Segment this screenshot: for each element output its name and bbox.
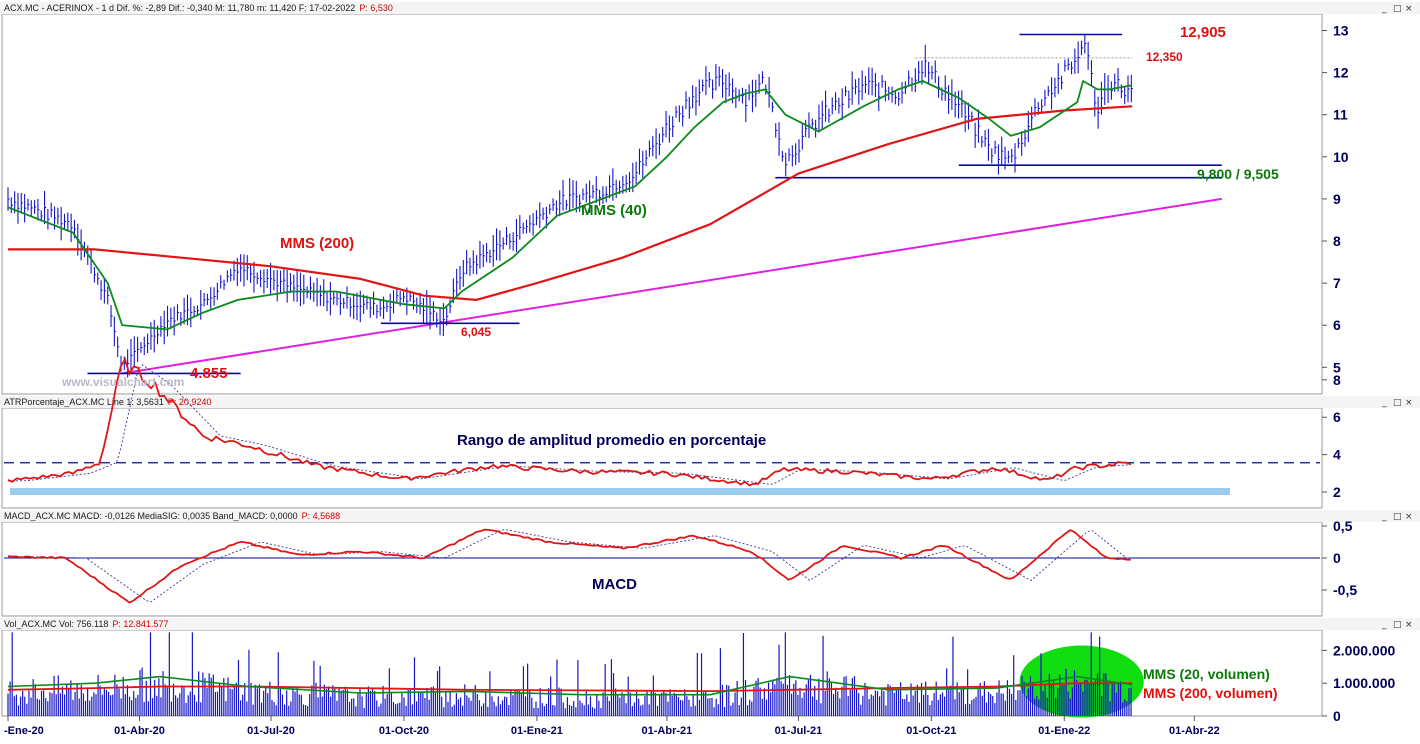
vol-mms200-label: MMS (200, volumen) xyxy=(1143,685,1278,701)
price-y-tick: 5 xyxy=(1333,359,1341,375)
volume-header-bar xyxy=(0,618,1420,630)
minimize-icon[interactable]: _ xyxy=(1381,4,1387,14)
macd-y-tick: 0,5 xyxy=(1333,518,1353,534)
volume-window-buttons[interactable]: _ □ × xyxy=(1381,620,1413,630)
x-tick-label: 01-Abr-21 xyxy=(642,725,693,737)
price-y-tick: 8 xyxy=(1333,233,1341,249)
trendline xyxy=(121,197,1222,375)
vol-mms20-label: MMS (20, volumen) xyxy=(1143,666,1270,682)
macd-signal-line xyxy=(8,529,1131,603)
macd-line xyxy=(7,528,1131,604)
close-icon[interactable]: × xyxy=(1405,4,1413,14)
close-icon[interactable]: × xyxy=(1405,398,1413,408)
macd-title: MACD xyxy=(592,576,637,593)
price-y-tick: 6 xyxy=(1333,317,1341,333)
atr-band xyxy=(10,488,1230,495)
macd-window-buttons[interactable]: _ □ × xyxy=(1381,512,1413,522)
x-tick-label: 01-Oct-21 xyxy=(906,725,956,737)
resistance-high-label: 12,905 xyxy=(1180,24,1226,41)
atr-y-tick: 8 xyxy=(1333,372,1341,388)
support-zone-label: 9,800 / 9,505 xyxy=(1197,166,1279,182)
atr-y-tick: 6 xyxy=(1333,409,1341,425)
maximize-icon[interactable]: □ xyxy=(1393,4,1402,14)
axes: 131211109876586420,50-0,52.000.0001.000.… xyxy=(4,23,1395,738)
macd-y-tick: 0 xyxy=(1333,550,1341,566)
volume-header-text: Vol_ACX.MC Vol: 756.118 P: 12.841.577 xyxy=(4,619,168,629)
price-header-bar xyxy=(0,2,1420,14)
atr-y-tick: 2 xyxy=(1333,484,1341,500)
x-tick-label: -Ene-20 xyxy=(4,725,44,737)
macd-y-tick: -0,5 xyxy=(1333,582,1357,598)
price-y-tick: 11 xyxy=(1333,107,1348,123)
price-y-tick: 10 xyxy=(1333,149,1349,165)
mms200-line xyxy=(8,105,1133,301)
price-y-tick: 9 xyxy=(1333,191,1341,207)
price-panel xyxy=(7,33,1222,378)
atr-header-text: ATRPorcentaje_ACX.MC Line 1: 3,5631 P: 20… xyxy=(4,397,211,407)
price-header-text: ACX.MC - ACERINOX - 1 d Dif. %: -2,89 Di… xyxy=(4,3,393,13)
close-icon[interactable]: × xyxy=(1405,620,1413,630)
x-tick-label: 01-Abr-20 xyxy=(114,725,165,737)
low-2020-oct-label: 6,045 xyxy=(461,325,491,339)
atr-window-buttons[interactable]: _ □ × xyxy=(1381,398,1413,408)
macd-plot-frame xyxy=(1,521,1323,617)
volume-y-tick: 0 xyxy=(1333,708,1341,724)
vol-mms200-line xyxy=(7,682,1133,693)
macd-header-bar xyxy=(0,510,1420,522)
maximize-icon[interactable]: □ xyxy=(1393,398,1402,408)
price-plot-frame xyxy=(1,13,1323,395)
macd-panel xyxy=(4,528,1320,604)
volume-y-tick: 1.000.000 xyxy=(1333,675,1395,691)
x-tick-label: 01-Oct-20 xyxy=(379,725,429,737)
price-y-tick: 13 xyxy=(1333,23,1349,39)
maximize-icon[interactable]: □ xyxy=(1393,620,1402,630)
mms40-line xyxy=(7,80,1133,331)
atr-panel xyxy=(4,356,1320,495)
price-y-tick: 7 xyxy=(1333,275,1341,291)
atr-y-tick: 4 xyxy=(1333,447,1341,463)
macd-header-text: MACD_ACX.MC MACD: -0,0126 MediaSIG: 0,00… xyxy=(4,511,340,521)
atr-title: Rango de amplitud promedio en porcentaje xyxy=(457,432,766,449)
minimize-icon[interactable]: _ xyxy=(1381,620,1387,630)
minimize-icon[interactable]: _ xyxy=(1381,512,1387,522)
atr-line xyxy=(7,356,1132,487)
x-tick-label: 01-Ene-22 xyxy=(1038,725,1090,737)
close-icon[interactable]: × xyxy=(1405,512,1413,522)
price-annotations: 12,905 12,350 9,800 / 9,505 MMS (200) MM… xyxy=(61,24,1279,389)
x-tick-label: 01-Ene-21 xyxy=(511,725,563,737)
atr-header-bar xyxy=(0,396,1420,408)
resistance-level-label: 12,350 xyxy=(1146,50,1183,64)
vol-mms20-line xyxy=(7,675,1133,696)
x-tick-label: 01-Jul-21 xyxy=(775,725,823,737)
mms200-label: MMS (200) xyxy=(280,235,354,252)
watermark: www.visualchart.com xyxy=(61,375,184,389)
price-y-tick: 12 xyxy=(1333,65,1349,81)
panel-headers xyxy=(0,2,1420,630)
low-2020-label: 4.855 xyxy=(190,365,228,382)
mms40-label: MMS (40) xyxy=(581,202,647,219)
volume-bars xyxy=(7,632,1132,716)
x-tick-label: 01-Jul-20 xyxy=(247,725,295,737)
volume-panel xyxy=(7,632,1144,718)
maximize-icon[interactable]: □ xyxy=(1393,512,1402,522)
price-bars xyxy=(7,33,1133,378)
price-window-buttons[interactable]: _ □ × xyxy=(1381,4,1413,14)
minimize-icon[interactable]: _ xyxy=(1381,398,1387,408)
volume-y-tick: 2.000.000 xyxy=(1333,642,1395,658)
x-tick-label: 01-Abr-22 xyxy=(1169,725,1220,737)
